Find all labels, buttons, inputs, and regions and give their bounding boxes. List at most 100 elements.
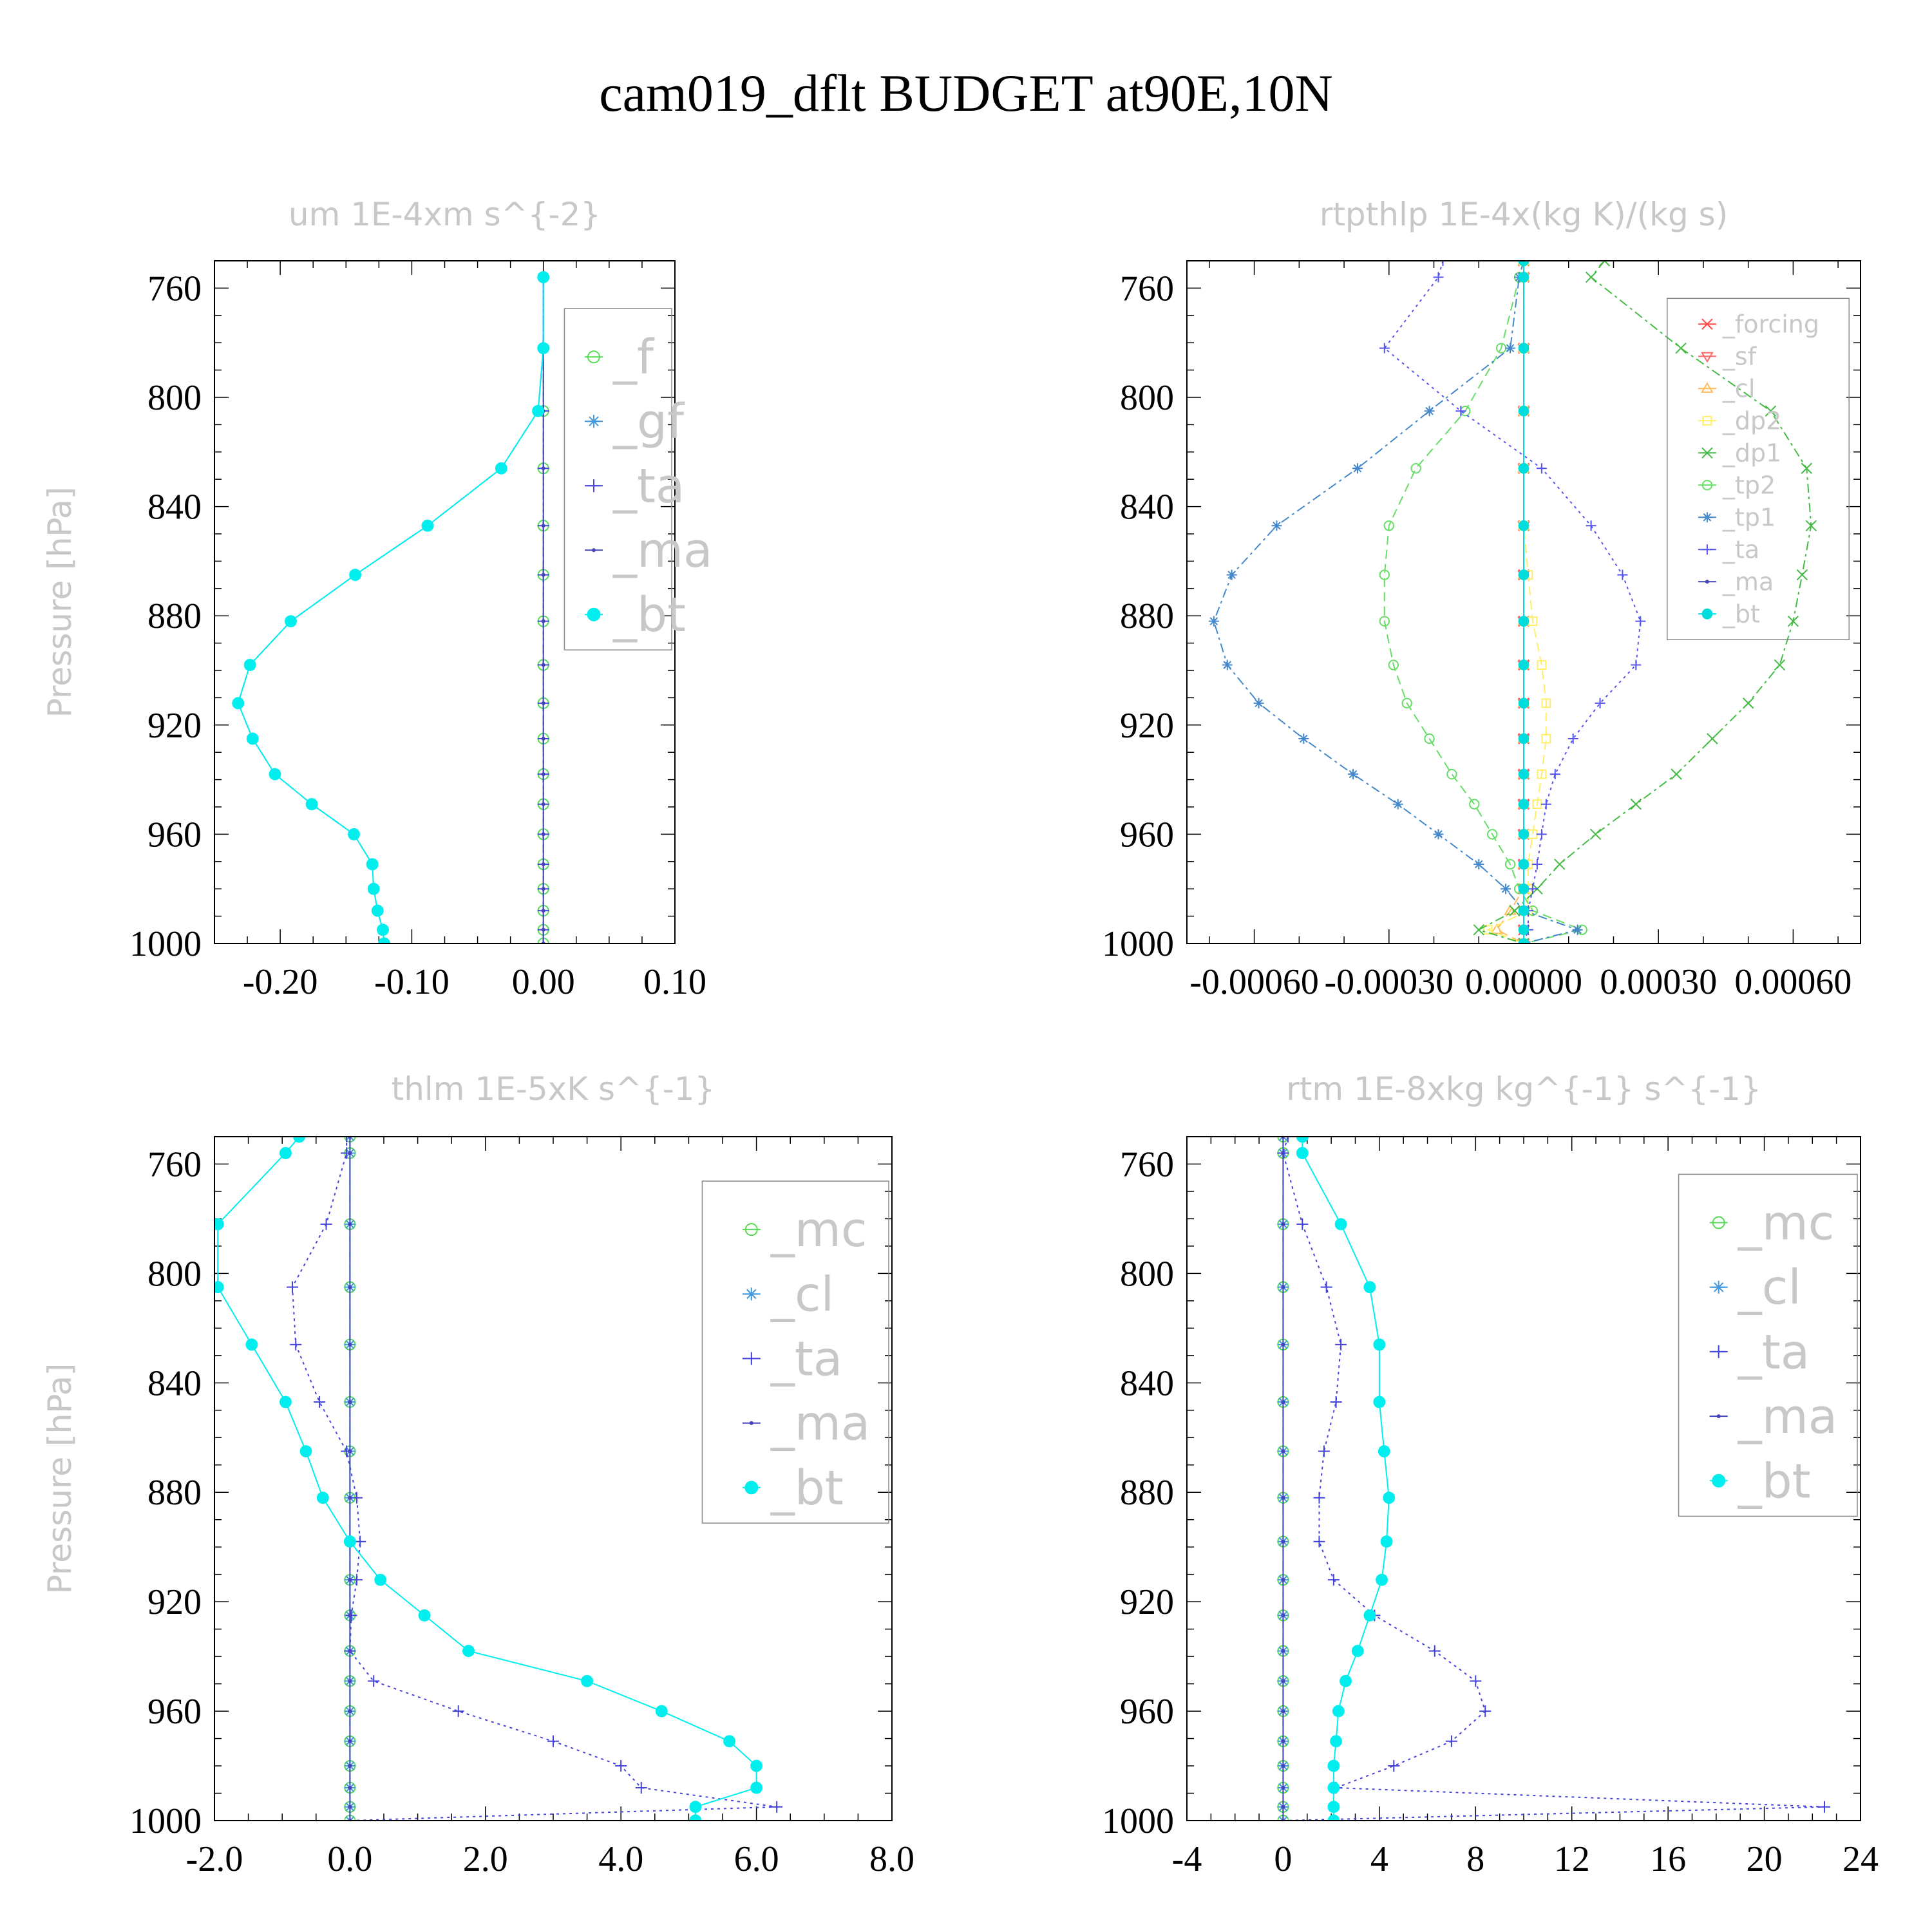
- series-layer: [1208, 261, 1817, 943]
- legend-item: _gf: [585, 394, 685, 450]
- legend-item: _forcing: [1698, 310, 1819, 338]
- data-point: [1281, 1285, 1285, 1289]
- data-point: [316, 1492, 329, 1504]
- data-point: [1501, 884, 1511, 895]
- legend-marker: [1701, 512, 1712, 523]
- legend-item: _bt: [742, 1461, 844, 1516]
- legend-marker: [1712, 1345, 1725, 1358]
- legend-marker: [1716, 1414, 1721, 1419]
- legend-label: _bt: [770, 1461, 844, 1516]
- legend-label: _forcing: [1722, 310, 1819, 338]
- x-tick-label: 4.0: [598, 1839, 643, 1879]
- data-point: [214, 1281, 224, 1294]
- data-point: [1630, 799, 1642, 810]
- data-point: [232, 697, 245, 710]
- legend-item: _ma: [585, 523, 712, 578]
- legend-label: _cl: [1722, 374, 1755, 402]
- data-point: [1567, 734, 1578, 744]
- data-point: [1330, 1396, 1342, 1408]
- data-point: [1348, 769, 1359, 780]
- legend-item: _cl: [1709, 1260, 1801, 1316]
- legend-item: _ta: [1709, 1325, 1810, 1380]
- y-tick-label: 880: [1120, 1473, 1174, 1513]
- legend-item: _bt: [1709, 1454, 1811, 1509]
- data-point: [290, 1338, 302, 1350]
- data-point: [1380, 1535, 1393, 1548]
- legend-label: _bt: [1722, 600, 1760, 628]
- legend-item: _bt: [585, 587, 686, 643]
- legend-item: _mc: [1709, 1196, 1835, 1251]
- data-point: [1796, 569, 1808, 581]
- data-point: [541, 887, 545, 891]
- data-point: [1518, 858, 1530, 870]
- data-point: [1518, 768, 1530, 780]
- y-tick-label: 840: [1120, 1363, 1174, 1403]
- data-point: [348, 1764, 352, 1768]
- series-bt: [232, 270, 550, 943]
- series-ma: [348, 1137, 352, 1821]
- data-point: [635, 1782, 647, 1794]
- data-point: [378, 937, 390, 943]
- y-tick-label: 800: [1120, 378, 1174, 418]
- x-tick-label: -0.00030: [1324, 962, 1454, 1002]
- series-line: [291, 1137, 777, 1821]
- data-point: [348, 1649, 352, 1653]
- data-point: [1490, 923, 1503, 934]
- legend-marker: [1701, 608, 1713, 620]
- data-point: [1531, 859, 1542, 870]
- data-point: [541, 466, 545, 471]
- data-point: [1373, 1338, 1386, 1351]
- data-point: [1455, 406, 1466, 417]
- y-tick-label: 920: [1120, 1582, 1174, 1622]
- series-line: [237, 277, 544, 943]
- data-point: [1549, 769, 1560, 780]
- data-point: [374, 1573, 387, 1586]
- data-point: [350, 1492, 363, 1504]
- legend-marker: [744, 1223, 758, 1236]
- legend-label: _ta: [770, 1332, 842, 1387]
- data-point: [1518, 883, 1530, 895]
- legend-label: _mc: [1738, 1196, 1835, 1251]
- legend-label: _dp1: [1722, 439, 1781, 467]
- data-point: [1332, 1705, 1345, 1718]
- panel-title: rtm 1E-8xkg kg^{-1} s^{-1}: [1286, 1070, 1761, 1108]
- series-layer: [232, 270, 550, 943]
- data-point: [1296, 1137, 1309, 1143]
- series-dp1: [1473, 261, 1817, 943]
- data-point: [1818, 1801, 1830, 1813]
- legend-marker: [1701, 447, 1713, 459]
- data-point: [341, 1137, 353, 1142]
- data-point: [1296, 1218, 1309, 1230]
- data-point: [1479, 1705, 1492, 1718]
- data-point: [293, 1137, 305, 1143]
- x-tick-label: 8: [1466, 1839, 1484, 1879]
- data-point: [1281, 1764, 1285, 1768]
- data-point: [1424, 406, 1435, 417]
- data-point: [1586, 520, 1596, 531]
- legend-item: _tp1: [1698, 503, 1776, 531]
- data-point: [1518, 272, 1530, 283]
- legend-label: _tp1: [1722, 503, 1776, 531]
- data-point: [771, 1801, 783, 1813]
- data-point: [1281, 1222, 1285, 1226]
- data-point: [343, 1535, 356, 1548]
- series-line: [217, 1137, 757, 1821]
- legend-item: _sf: [1698, 342, 1757, 370]
- data-point: [1445, 1735, 1457, 1747]
- data-point: [541, 619, 545, 623]
- x-tick-label: -0.10: [374, 962, 450, 1002]
- data-point: [1335, 1338, 1347, 1350]
- data-point: [1281, 1539, 1285, 1544]
- data-point: [1787, 615, 1799, 627]
- data-point: [348, 1342, 352, 1347]
- data-point: [1330, 1735, 1343, 1748]
- data-point: [348, 1449, 352, 1454]
- data-point: [655, 1705, 668, 1718]
- data-point: [1707, 733, 1718, 744]
- data-point: [1281, 1679, 1285, 1683]
- data-point: [350, 1574, 363, 1586]
- panel-title: thlm 1E-5xK s^{-1}: [392, 1070, 715, 1108]
- data-point: [615, 1760, 627, 1772]
- data-point: [1281, 1786, 1285, 1790]
- figure-title: cam019_dflt BUDGET at90E,10N: [599, 64, 1332, 122]
